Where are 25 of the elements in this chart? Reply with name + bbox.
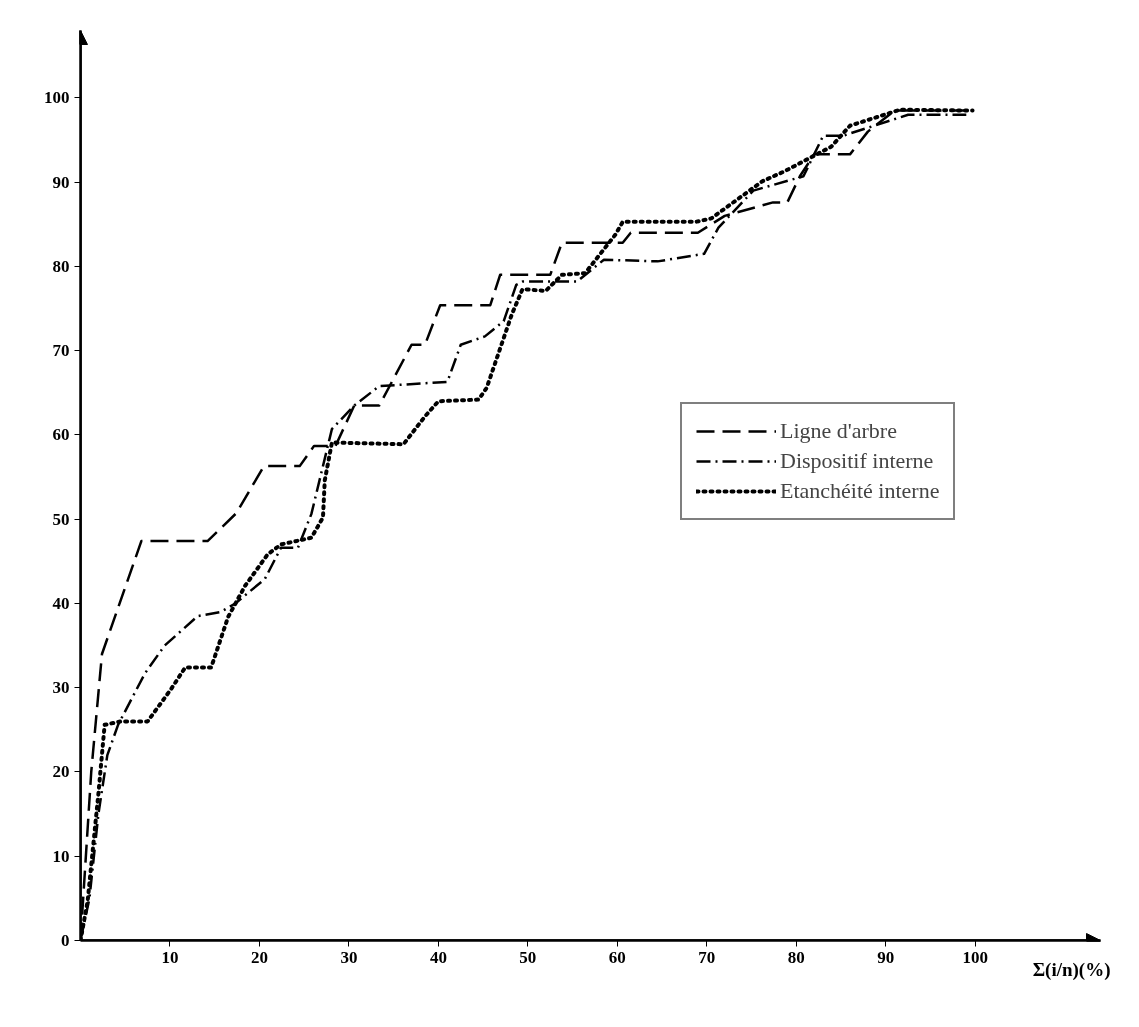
y-tick-label: 40 <box>52 593 70 613</box>
y-tick-label: 70 <box>52 341 70 361</box>
x-axis-title: Σ(i/n)(%) <box>1032 958 1111 981</box>
y-tick-label: 10 <box>52 846 70 866</box>
y-tick-label: 0 <box>61 931 70 950</box>
legend-label: Ligne d'arbre <box>780 418 897 444</box>
x-tick-label: 70 <box>698 947 716 967</box>
x-tick-label: 80 <box>787 947 805 967</box>
y-tick-label: 80 <box>52 256 70 276</box>
x-tick-label: 100 <box>962 947 988 967</box>
legend-label: Dispositif interne <box>780 448 934 474</box>
x-tick-label: 60 <box>608 947 626 967</box>
y-tick-label: 30 <box>52 678 70 698</box>
x-tick-label: 50 <box>519 947 537 967</box>
x-tick-label: 20 <box>250 947 268 967</box>
x-tick-label: 10 <box>161 947 179 967</box>
y-tick-label: 50 <box>52 509 70 529</box>
y-tick-label: 100 <box>44 88 70 108</box>
y-tick-label: 20 <box>52 762 70 782</box>
x-tick-label: 90 <box>877 947 895 967</box>
x-tick-label: 40 <box>429 947 447 967</box>
y-tick-label: 90 <box>52 172 70 192</box>
legend-label: Etanchéité interne <box>780 478 940 504</box>
y-tick-label: 60 <box>52 425 70 445</box>
x-tick-label: 30 <box>340 947 358 967</box>
